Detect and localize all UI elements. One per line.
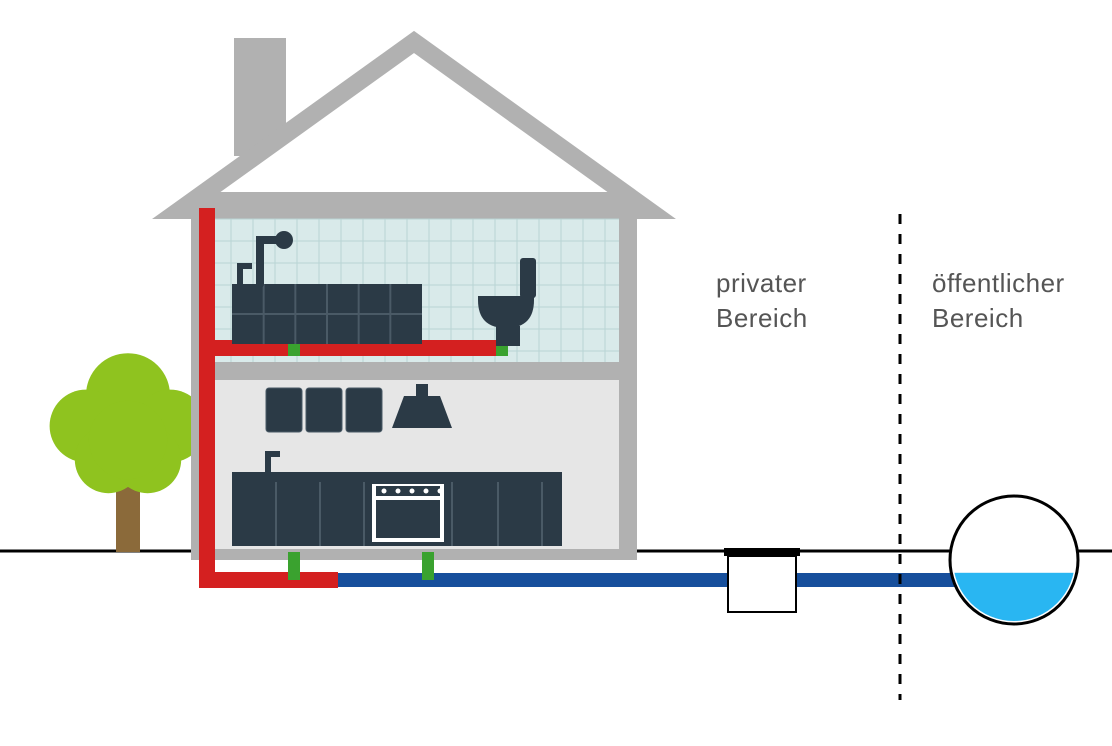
diagram-svg: [0, 0, 1112, 746]
label-public-l2: Bereich: [932, 303, 1024, 333]
label-private-l1: privater: [716, 268, 807, 298]
label-private: privater Bereich: [716, 266, 808, 336]
plumbing-diagram: { "canvas":{"w":1112,"h":746,"bg":"#ffff…: [0, 0, 1112, 746]
label-private-l2: Bereich: [716, 303, 808, 333]
label-public: öffentlicher Bereich: [932, 266, 1065, 336]
label-public-l1: öffentlicher: [932, 268, 1065, 298]
